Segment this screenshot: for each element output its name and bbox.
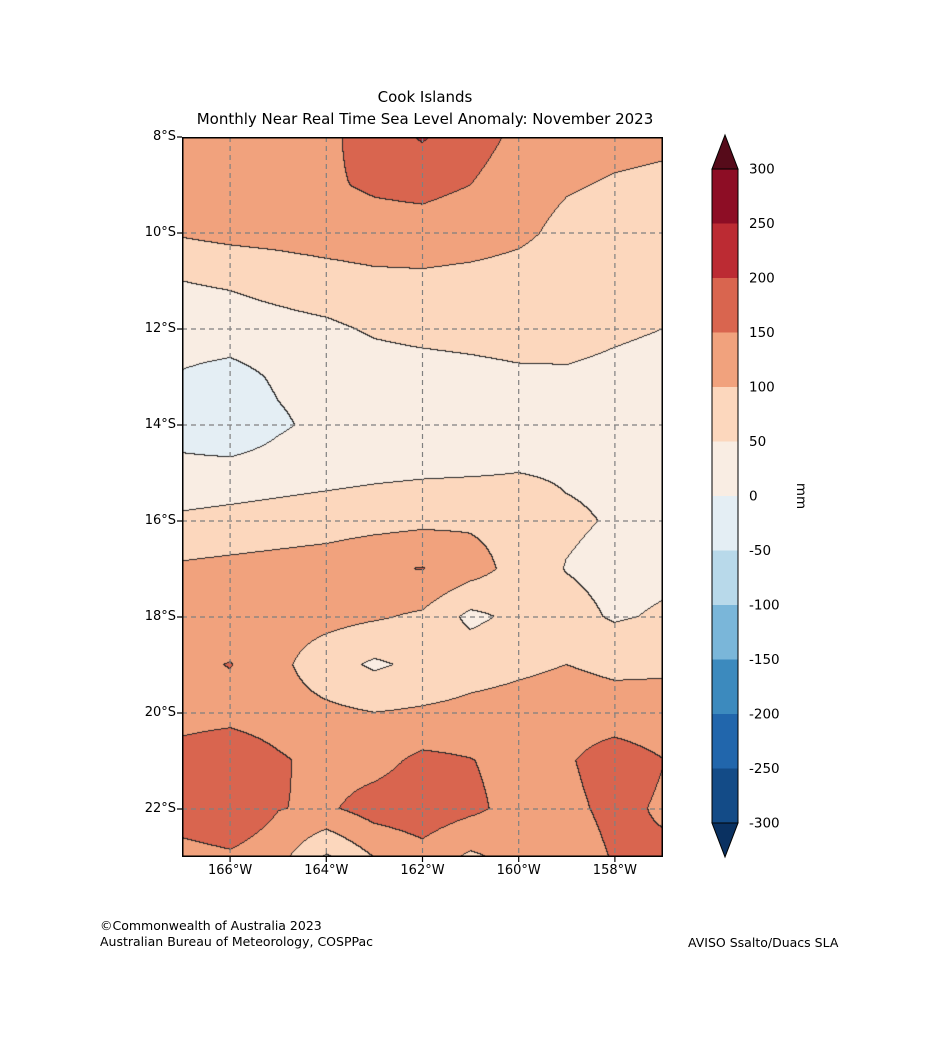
colorbar-band bbox=[712, 768, 738, 824]
colorbar-band bbox=[712, 387, 738, 443]
data-source-credit: AVISO Ssalto/Duacs SLA bbox=[688, 935, 839, 950]
lat-tick-label: 8°S bbox=[152, 129, 176, 144]
colorbar-tick-label: 250 bbox=[749, 216, 775, 232]
colorbar-tick-label: 100 bbox=[749, 380, 775, 396]
colorbar-tick-label: -150 bbox=[749, 652, 780, 668]
chart-subtitle: Monthly Near Real Time Sea Level Anomaly… bbox=[196, 110, 654, 128]
grid-overlay bbox=[177, 136, 663, 862]
colorbar-band bbox=[712, 714, 738, 770]
colorbar-tick-label: -50 bbox=[749, 543, 771, 559]
copyright-line: ©Commonwealth of Australia 2023 bbox=[100, 918, 322, 933]
colorbar-tick-label: 50 bbox=[749, 434, 766, 450]
map-plot: 8°S 10°S 12°S 14°S 16°S 18°S 20°S 22°S 166°W 164°… bbox=[145, 129, 663, 878]
colorbar-tick-label: -100 bbox=[749, 598, 780, 614]
colorbar-unit-label: mm bbox=[793, 483, 809, 509]
chart-title: Cook Islands bbox=[377, 88, 473, 106]
lat-tick-label: 16°S bbox=[144, 513, 176, 528]
colorbar-band bbox=[712, 332, 738, 388]
colorbar-band bbox=[712, 223, 738, 279]
agency-line: Australian Bureau of Meteorology, COSPPa… bbox=[100, 934, 373, 949]
colorbar-band bbox=[712, 550, 738, 606]
lat-tick-label: 14°S bbox=[144, 417, 176, 432]
lat-tick-label: 18°S bbox=[144, 609, 176, 624]
colorbar-tick-label: 300 bbox=[749, 162, 775, 178]
colorbar-band bbox=[712, 659, 738, 715]
colorbar-tick-label: -300 bbox=[749, 816, 780, 832]
lon-tick-label: 160°W bbox=[496, 863, 541, 878]
colorbar-under-arrow bbox=[711, 822, 739, 859]
lat-tick-label: 10°S bbox=[144, 225, 176, 240]
colorbar-band bbox=[712, 169, 738, 225]
colorbar-outline bbox=[711, 168, 739, 824]
colorbar-tick-label: -250 bbox=[749, 761, 780, 777]
lon-tick-label: 158°W bbox=[592, 863, 637, 878]
map-border bbox=[182, 137, 663, 857]
colorbar-tick-label: 0 bbox=[749, 489, 758, 505]
lat-tick-label: 12°S bbox=[144, 321, 176, 336]
colorbar-tick-label: 200 bbox=[749, 271, 775, 287]
colorbar-tick-label: 150 bbox=[749, 325, 775, 341]
colorbar: 300 250 200 150 100 50 0 -50 -100 -150 -200 -250 -30… bbox=[705, 130, 865, 870]
lat-tick-label: 20°S bbox=[144, 705, 176, 720]
colorbar-tick-label: -200 bbox=[749, 707, 780, 723]
lon-tick-label: 166°W bbox=[208, 863, 253, 878]
lat-tick-label: 22°S bbox=[144, 801, 176, 816]
colorbar-band bbox=[712, 278, 738, 334]
lon-tick-label: 162°W bbox=[400, 863, 445, 878]
colorbar-svg: 300 250 200 150 100 50 0 -50 -100 -150 -200 -250 -30… bbox=[711, 133, 809, 859]
colorbar-band bbox=[712, 441, 738, 497]
lon-tick-label: 164°W bbox=[304, 863, 349, 878]
colorbar-band bbox=[712, 496, 738, 552]
colorbar-over-arrow bbox=[711, 133, 739, 170]
colorbar-band bbox=[712, 605, 738, 661]
